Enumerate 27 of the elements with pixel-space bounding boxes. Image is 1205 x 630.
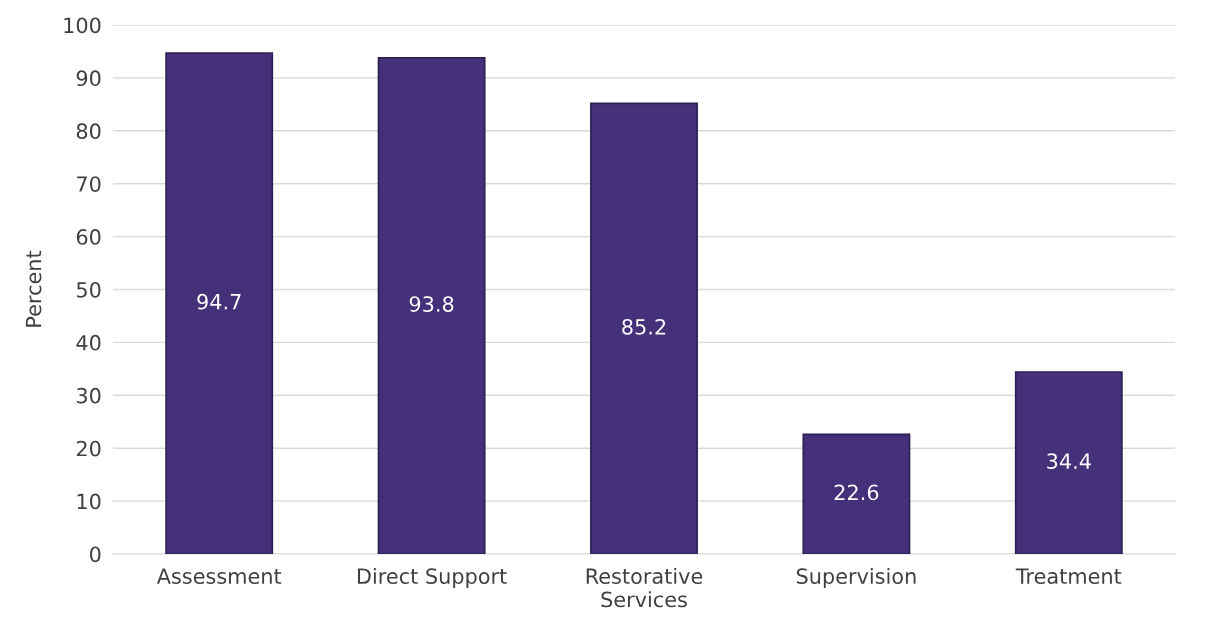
data-label: 34.4 <box>1047 453 1091 470</box>
y-axis-title: Percent <box>25 250 42 327</box>
y-tick-label: 100 <box>64 17 101 34</box>
x-tick-label: Treatment <box>1015 568 1122 585</box>
data-label: 22.6 <box>834 484 879 501</box>
y-tick-label: 30 <box>76 387 101 404</box>
y-tick-label: 40 <box>76 334 101 351</box>
y-tick-label: 60 <box>76 229 101 245</box>
bar <box>590 102 698 554</box>
y-tick-label: 90 <box>76 70 101 87</box>
x-tick-label: Restorative Services <box>586 567 703 608</box>
y-tick-label: 80 <box>76 123 101 140</box>
y-tick-label: 20 <box>76 440 101 457</box>
data-label: 93.8 <box>409 296 454 312</box>
bar <box>165 52 274 554</box>
data-label: 94.7 <box>197 293 241 310</box>
bar <box>377 56 486 554</box>
x-tick-label: Direct Support <box>357 567 507 589</box>
x-tick-label: Supervision <box>796 567 916 589</box>
y-tick-label: 70 <box>77 176 101 192</box>
bar <box>802 433 911 554</box>
x-tick-label: Assessment <box>156 568 282 585</box>
y-tick-label: 50 <box>76 281 101 298</box>
y-tick-label: 10 <box>77 493 101 510</box>
data-label: 85.2 <box>622 318 666 335</box>
bar <box>1014 371 1123 554</box>
y-tick-label: 0 <box>90 546 101 563</box>
